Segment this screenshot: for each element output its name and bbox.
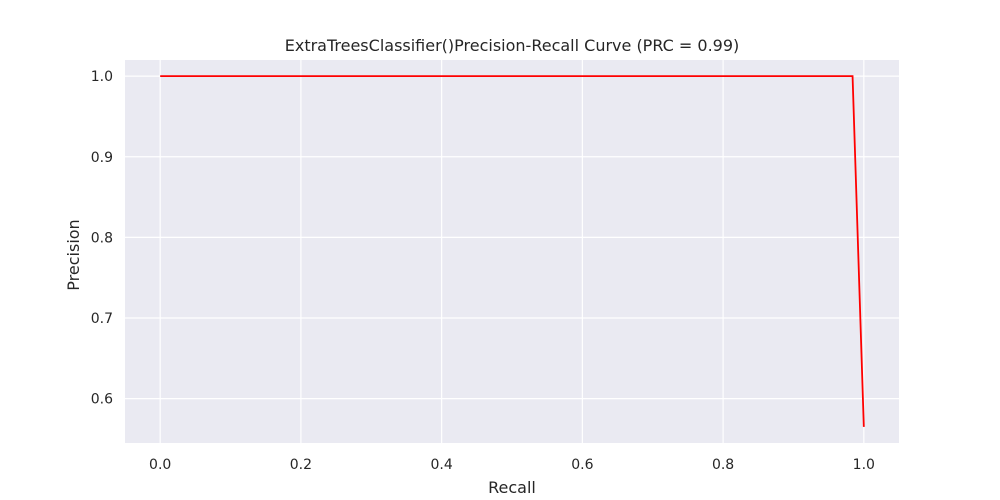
y-tick-label: 1.0 [91, 69, 113, 85]
precision-recall-line [160, 75, 865, 427]
x-axis-label: Recall [488, 478, 536, 497]
plot-background [125, 60, 899, 443]
x-tick-label: 0.4 [431, 457, 453, 473]
x-tick-label: 1.0 [853, 457, 875, 473]
x-tick-label: 0.2 [290, 457, 312, 473]
y-tick-label: 0.8 [91, 230, 113, 246]
x-tick-labels: 0.0 0.2 0.4 0.6 0.8 1.0 [149, 457, 875, 473]
x-tick-label: 0.0 [149, 457, 171, 473]
y-tick-label: 0.6 [91, 392, 113, 408]
y-tick-label: 0.9 [91, 150, 113, 166]
y-tick-labels: 0.6 0.7 0.8 0.9 1.0 [91, 69, 113, 408]
y-tick-label: 0.7 [91, 311, 113, 327]
y-axis-label: Precision [64, 219, 83, 290]
x-tick-label: 0.6 [571, 457, 593, 473]
chart-title: ExtraTreesClassifier()Precision-Recall C… [285, 36, 740, 55]
x-tick-label: 0.8 [712, 457, 734, 473]
series-layer [160, 75, 865, 427]
